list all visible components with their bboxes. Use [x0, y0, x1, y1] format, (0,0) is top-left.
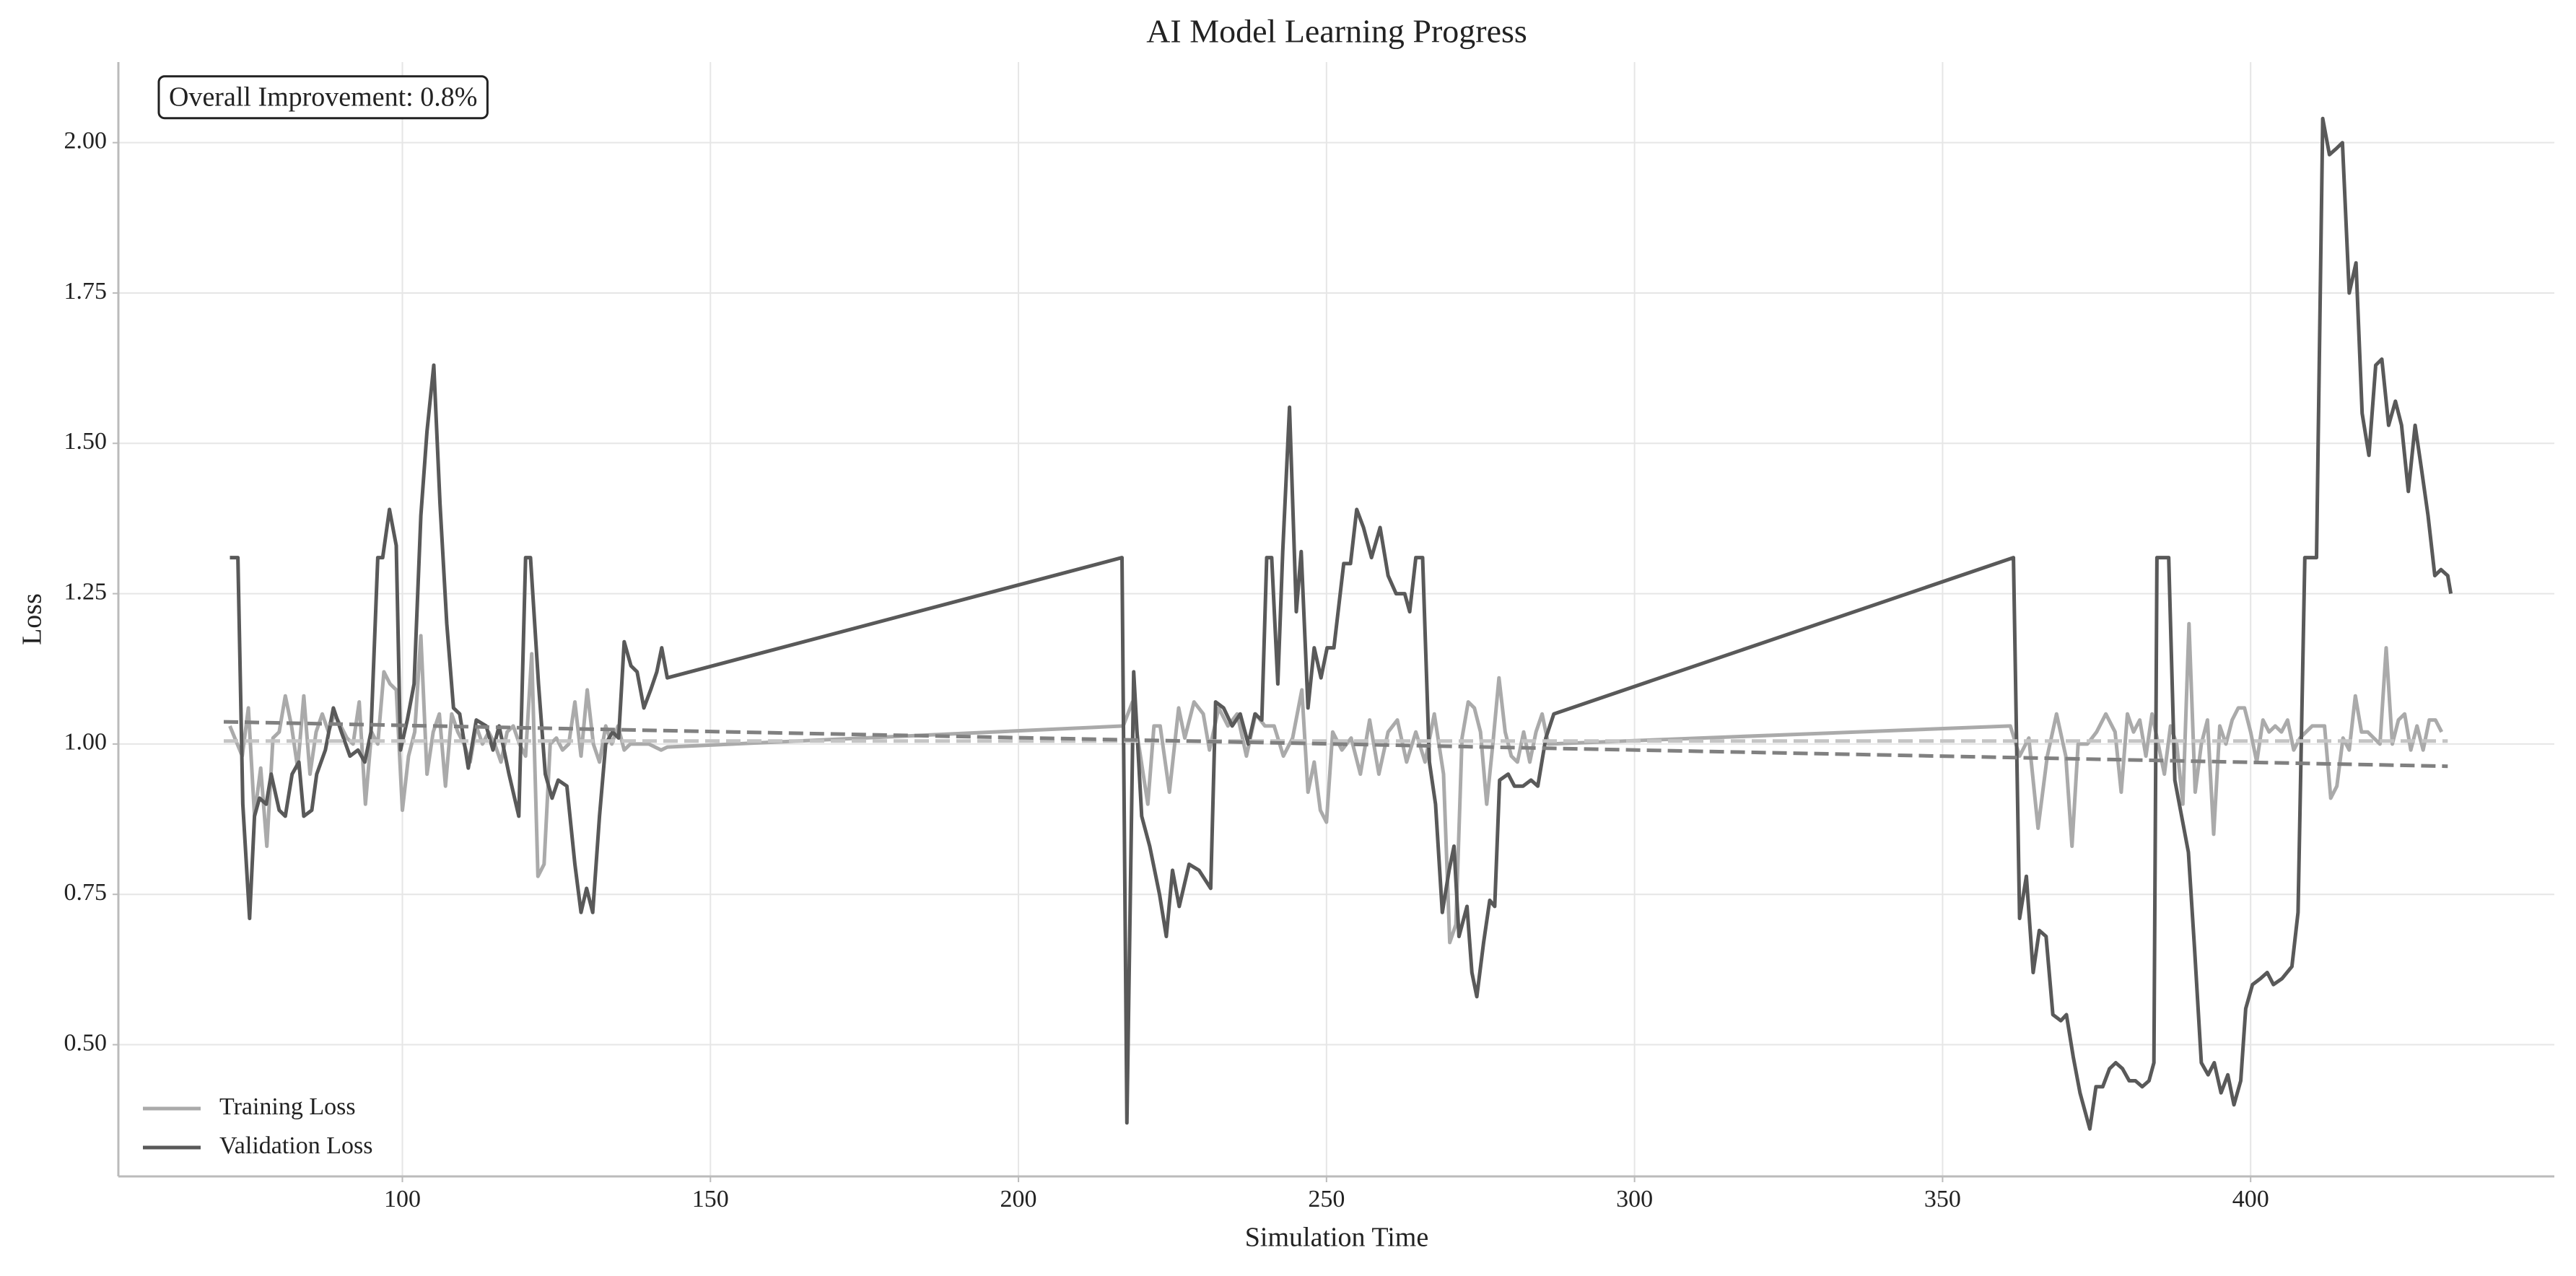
y-tick-label: 1.25 [64, 578, 108, 605]
legend-label: Training Loss [219, 1093, 356, 1120]
x-tick-label: 150 [692, 1186, 729, 1212]
y-tick-label: 1.75 [64, 278, 108, 305]
y-tick-label: 1.50 [64, 428, 108, 455]
x-tick-label: 200 [1000, 1186, 1037, 1212]
y-tick-label: 1.00 [64, 729, 108, 756]
x-tick-label: 250 [1308, 1186, 1345, 1212]
chart-title: AI Model Learning Progress [1146, 13, 1527, 50]
x-axis-label: Simulation Time [1245, 1223, 1428, 1253]
x-tick-label: 100 [384, 1186, 421, 1212]
trend-line [223, 720, 2448, 769]
annotation: Overall Improvement: 0.8% [169, 82, 477, 113]
data-line [230, 116, 2453, 1131]
y-axis-label: Loss [17, 593, 48, 645]
x-tick-label: 350 [1924, 1186, 1961, 1212]
x-tick-label: 300 [1616, 1186, 1653, 1212]
legend-label: Validation Loss [219, 1132, 372, 1159]
x-tick-label: 400 [2232, 1186, 2269, 1212]
y-tick-label: 0.75 [64, 879, 108, 906]
annotation-box [157, 75, 489, 120]
y-tick-label: 2.00 [64, 127, 108, 154]
y-tick-label: 0.50 [64, 1029, 108, 1056]
